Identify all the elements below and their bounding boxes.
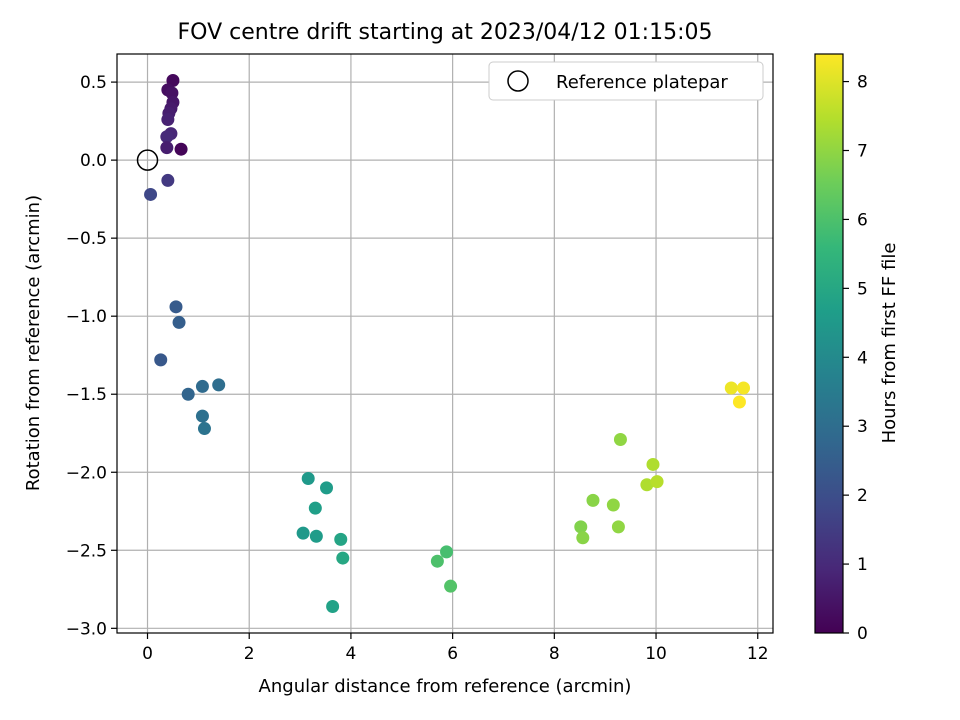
data-point (574, 520, 588, 534)
data-point (640, 478, 654, 492)
data-point (309, 529, 323, 543)
y-tick-label: 0.5 (80, 73, 107, 93)
colorbar-ticks: 0 1 2 3 4 5 6 7 8 (843, 73, 868, 644)
y-tick-label: 0.0 (80, 151, 107, 171)
y-tick-label: −1.5 (66, 385, 107, 405)
data-point (336, 551, 350, 565)
data-point (334, 532, 348, 546)
y-tick-label: −3.0 (66, 619, 107, 639)
data-point (576, 531, 590, 545)
x-tick-label: 2 (244, 644, 255, 664)
colorbar: 0 1 2 3 4 5 6 7 8 Hours from first FF file (814, 53, 900, 644)
data-point (320, 481, 334, 495)
data-point (161, 173, 175, 187)
y-tick-label: −1.0 (66, 307, 107, 327)
y-axis-label: Rotation from reference (arcmin) (23, 195, 44, 491)
x-axis-ticks: 0 2 4 6 8 10 12 (142, 633, 769, 664)
colorbar-label: Hours from first FF file (879, 243, 900, 444)
data-point (650, 475, 664, 489)
data-point (440, 545, 454, 559)
data-point (301, 471, 315, 485)
data-point (212, 378, 226, 392)
colorbar-tick-label: 3 (857, 417, 868, 437)
data-point (169, 300, 183, 314)
data-point (611, 520, 625, 534)
data-point (732, 395, 746, 409)
colorbar-tick-label: 1 (857, 555, 868, 575)
data-point (430, 554, 444, 568)
x-tick-label: 4 (346, 644, 357, 664)
data-point (160, 141, 174, 155)
data-point (308, 501, 322, 515)
plot-area: 0 2 4 6 8 10 12 −3.0 −2.5 −2.0 −1.5 −1.0 −0.5 0.0 0.5 (66, 53, 774, 664)
data-point (195, 379, 209, 393)
y-tick-label: −0.5 (66, 229, 107, 249)
data-point (296, 526, 310, 540)
colorbar-tick-label: 2 (857, 486, 868, 506)
colorbar-tick-label: 4 (857, 348, 868, 368)
data-point (195, 409, 209, 423)
x-axis-label: Angular distance from reference (arcmin) (259, 676, 632, 697)
colorbar-tick-label: 7 (857, 142, 868, 162)
x-tick-label: 0 (142, 644, 153, 664)
data-point (197, 422, 211, 436)
x-tick-label: 12 (747, 644, 769, 664)
data-point (724, 381, 738, 395)
data-point (737, 381, 751, 395)
colorbar-tick-label: 5 (857, 279, 868, 299)
data-points (144, 74, 751, 613)
plot-frame (116, 53, 774, 634)
data-point (165, 86, 179, 100)
y-tick-label: −2.5 (66, 541, 107, 561)
data-point (154, 353, 168, 367)
y-tick-label: −2.0 (66, 463, 107, 483)
legend-reference-marker (507, 70, 529, 92)
x-tick-label: 6 (447, 644, 458, 664)
data-point (181, 387, 195, 401)
legend-entry-label: Reference platepar (556, 72, 728, 93)
legend-box (488, 61, 764, 101)
data-point (606, 498, 620, 512)
colorbar-tick-label: 6 (857, 210, 868, 230)
x-tick-label: 10 (645, 644, 667, 664)
colorbar-tick-label: 0 (857, 624, 868, 644)
legend: Reference platepar (488, 61, 764, 101)
data-point (174, 142, 188, 156)
data-point (444, 579, 458, 593)
grid-lines (117, 54, 773, 633)
data-point (172, 315, 186, 329)
data-point (613, 432, 627, 446)
x-tick-label: 8 (549, 644, 560, 664)
colorbar-gradient (815, 54, 843, 633)
chart-title: FOV centre drift starting at 2023/04/12 … (178, 20, 713, 45)
data-point (160, 130, 174, 144)
data-point (646, 457, 660, 471)
data-point (144, 187, 158, 201)
colorbar-frame (814, 53, 844, 634)
y-axis-ticks: −3.0 −2.5 −2.0 −1.5 −1.0 −0.5 0.0 0.5 (66, 73, 117, 639)
colorbar-tick-label: 8 (857, 73, 868, 93)
data-point (586, 493, 600, 507)
reference-platepar-marker (136, 149, 159, 171)
data-point (161, 113, 175, 127)
data-point (326, 599, 340, 613)
